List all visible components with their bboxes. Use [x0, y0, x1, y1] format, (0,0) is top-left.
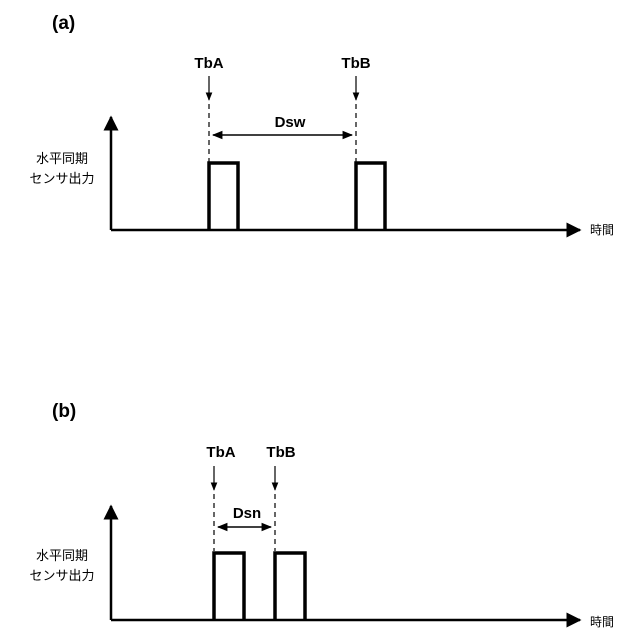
panel-b-interval-label: Dsn: [233, 505, 261, 522]
panel-a-pulse-b: [356, 163, 385, 230]
panel-b-ylabel-line1: 水平同期: [36, 549, 88, 564]
panel-a-marker-tba-label: TbA: [194, 55, 223, 72]
panel-a-ylabel-line1: 水平同期: [36, 152, 88, 167]
panel-a-marker-tbb-label: TbB: [341, 55, 370, 72]
panel-b-marker-tbb-label: TbB: [266, 444, 295, 461]
panel-b: (b) TbA TbB Dsn 水平同期 センサ出力 時間: [29, 401, 614, 629]
panel-b-ylabel-line2: センサ出力: [29, 569, 94, 584]
panel-b-pulse-a: [214, 553, 244, 620]
panel-b-xlabel: 時間: [590, 615, 614, 629]
panel-b-marker-tba-label: TbA: [206, 444, 235, 461]
panel-a-pulse-a: [209, 163, 238, 230]
panel-a-label: (a): [52, 13, 75, 34]
panel-a: (a) TbA TbB Dsw 水平同期 センサ出力 時間: [29, 13, 614, 237]
panel-a-interval-label: Dsw: [275, 114, 306, 131]
panel-a-ylabel-line2: センサ出力: [29, 172, 94, 187]
panel-b-label: (b): [52, 401, 76, 422]
panel-b-pulse-b: [275, 553, 305, 620]
panel-a-xlabel: 時間: [590, 223, 614, 237]
